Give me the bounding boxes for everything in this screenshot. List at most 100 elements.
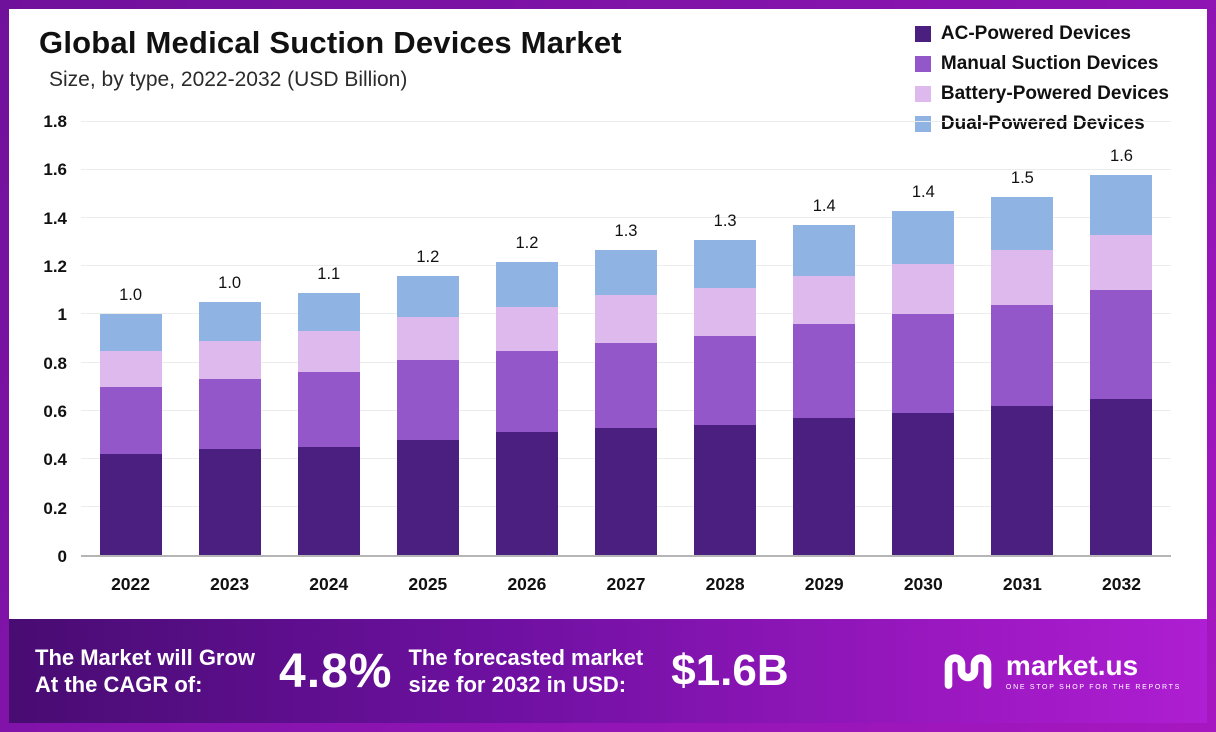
bar-stack-2031[interactable] bbox=[991, 196, 1054, 555]
marketus-logo-text-wrap: market.us ONE STOP SHOP FOR THE REPORTS bbox=[1005, 649, 1181, 691]
bar-segment-battery-powered-devices[interactable] bbox=[694, 287, 757, 337]
chart-card: Global Medical Suction Devices Market Si… bbox=[9, 9, 1207, 723]
bar-segment-ac-powered-devices[interactable] bbox=[991, 405, 1054, 555]
bar-segment-manual-suction-devices[interactable] bbox=[991, 304, 1054, 406]
bar-segment-ac-powered-devices[interactable] bbox=[1090, 398, 1153, 555]
bar-segment-manual-suction-devices[interactable] bbox=[694, 336, 757, 426]
bar-segment-manual-suction-devices[interactable] bbox=[793, 324, 856, 418]
bar-stack-2028[interactable] bbox=[694, 239, 757, 555]
bar-segment-battery-powered-devices[interactable] bbox=[1090, 235, 1153, 291]
bar-segment-dual-powered-devices[interactable] bbox=[793, 225, 856, 276]
bar-segment-ac-powered-devices[interactable] bbox=[595, 427, 658, 555]
x-axis: 2022 2023 2024 2025 2026 2027 2028 2029 2030 2031… bbox=[81, 557, 1171, 611]
bar-segment-dual-powered-devices[interactable] bbox=[892, 211, 955, 264]
bar-stack-2023[interactable] bbox=[198, 302, 261, 555]
bar-segment-manual-suction-devices[interactable] bbox=[1090, 290, 1153, 399]
bar-stack-2027[interactable] bbox=[595, 249, 658, 555]
plot-area: 1.0 1.0 1.1 1.2 1.2 1.3 1.3 1.4 1.4 1.5 1.6 bbox=[81, 121, 1171, 557]
cagr-caption-line1: The Market will Grow bbox=[35, 644, 256, 670]
bar-segment-manual-suction-devices[interactable] bbox=[396, 360, 459, 440]
chart-header: Global Medical Suction Devices Market Si… bbox=[9, 9, 1207, 134]
bar-segment-dual-powered-devices[interactable] bbox=[694, 239, 757, 288]
bar-segment-battery-powered-devices[interactable] bbox=[892, 263, 955, 315]
forecast-value: $1.6B bbox=[671, 646, 789, 695]
marketus-logo-name: market.us bbox=[1005, 649, 1139, 681]
bar-segment-battery-powered-devices[interactable] bbox=[793, 275, 856, 325]
bar-segment-ac-powered-devices[interactable] bbox=[99, 453, 162, 555]
bar-segment-ac-powered-devices[interactable] bbox=[892, 413, 955, 555]
cagr-value: 4.8% bbox=[279, 644, 393, 698]
bar-segment-battery-powered-devices[interactable] bbox=[495, 307, 558, 351]
bar-total-label: 1.0 bbox=[218, 274, 242, 293]
legend-swatch-icon bbox=[914, 86, 931, 102]
bar-segment-dual-powered-devices[interactable] bbox=[495, 261, 558, 308]
bar-total-label: 1.2 bbox=[515, 233, 539, 252]
forecast-caption: The forecasted market size for 2032 in U… bbox=[408, 644, 643, 699]
bar-stack-2024[interactable] bbox=[297, 292, 360, 555]
bar-segment-manual-suction-devices[interactable] bbox=[99, 386, 162, 454]
bar-stack-2030[interactable] bbox=[892, 211, 955, 555]
bar-total-label: 1.4 bbox=[911, 183, 935, 202]
bar-stack-2029[interactable] bbox=[793, 225, 856, 555]
bar-segment-ac-powered-devices[interactable] bbox=[297, 446, 360, 555]
bar-segment-dual-powered-devices[interactable] bbox=[595, 249, 658, 296]
bar-stack-2032[interactable] bbox=[1090, 174, 1153, 555]
legend-item-ac-powered-devices: AC-Powered Devices bbox=[914, 23, 1169, 45]
cagr-caption: The Market will Grow At the CAGR of: bbox=[35, 644, 255, 699]
y-axis-label: 0.2 bbox=[43, 498, 67, 518]
bar-segment-manual-suction-devices[interactable] bbox=[198, 379, 261, 450]
bar-segment-battery-powered-devices[interactable] bbox=[595, 295, 658, 344]
bar-group-2030: 1.4 bbox=[874, 122, 973, 555]
bar-segment-battery-powered-devices[interactable] bbox=[198, 340, 261, 380]
bar-segment-ac-powered-devices[interactable] bbox=[694, 425, 757, 555]
y-axis-label: 1 bbox=[57, 305, 67, 325]
legend: AC-Powered Devices Manual Suction Devices… bbox=[914, 23, 1169, 135]
gridline bbox=[81, 121, 1171, 122]
bar-stack-2026[interactable] bbox=[495, 261, 558, 555]
bar-segment-ac-powered-devices[interactable] bbox=[198, 449, 261, 555]
marketus-logo-icon bbox=[944, 654, 992, 689]
bar-segment-dual-powered-devices[interactable] bbox=[1090, 174, 1153, 236]
x-axis-label-2027: 2027 bbox=[606, 573, 646, 594]
bar-segment-dual-powered-devices[interactable] bbox=[99, 314, 162, 351]
bar-segment-manual-suction-devices[interactable] bbox=[297, 372, 360, 447]
bar-segment-battery-powered-devices[interactable] bbox=[396, 316, 459, 361]
bar-segment-battery-powered-devices[interactable] bbox=[297, 331, 360, 373]
legend-label: AC-Powered Devices bbox=[940, 23, 1131, 44]
legend-swatch-icon bbox=[914, 26, 931, 42]
bar-segment-dual-powered-devices[interactable] bbox=[396, 275, 459, 317]
bar-group-2023: 1.0 bbox=[180, 122, 279, 555]
bar-segment-manual-suction-devices[interactable] bbox=[495, 350, 558, 433]
bar-segment-battery-powered-devices[interactable] bbox=[991, 249, 1054, 305]
chart-body: 1.8 1.6 1.4 1.2 1 0.8 0.6 0.4 0.2 0 1.0 1.0 1.1 1.2 1… bbox=[9, 92, 1207, 619]
x-axis-label-2024: 2024 bbox=[309, 573, 349, 594]
forecast-caption-line2: size for 2032 in USD: bbox=[408, 672, 627, 697]
bar-group-2025: 1.2 bbox=[378, 122, 477, 555]
bar-total-label: 1.4 bbox=[812, 197, 836, 216]
y-axis-label: 0.8 bbox=[43, 353, 67, 373]
bar-group-2028: 1.3 bbox=[676, 122, 775, 555]
cagr-caption-line2: At the CAGR of: bbox=[35, 672, 203, 697]
bar-segment-dual-powered-devices[interactable] bbox=[297, 292, 360, 332]
bar-segment-dual-powered-devices[interactable] bbox=[198, 302, 261, 341]
y-axis-label: 0.4 bbox=[43, 450, 67, 470]
bar-segment-manual-suction-devices[interactable] bbox=[595, 343, 658, 428]
x-axis-label-2030: 2030 bbox=[903, 573, 943, 594]
bar-total-label: 1.5 bbox=[1010, 168, 1034, 187]
bar-segment-ac-powered-devices[interactable] bbox=[495, 432, 558, 555]
bar-group-2031: 1.5 bbox=[973, 122, 1072, 555]
bar-stack-2025[interactable] bbox=[396, 275, 459, 555]
bar-segment-dual-powered-devices[interactable] bbox=[991, 196, 1054, 250]
page-subtitle: Size, by type, 2022-2032 (USD Billion) bbox=[49, 68, 408, 91]
footer-banner: The Market will Grow At the CAGR of: 4.8… bbox=[9, 619, 1207, 723]
bar-segment-manual-suction-devices[interactable] bbox=[892, 314, 955, 414]
bar-segment-ac-powered-devices[interactable] bbox=[396, 439, 459, 555]
gridline bbox=[81, 169, 1171, 171]
bar-segment-battery-powered-devices[interactable] bbox=[99, 350, 162, 387]
bar-stack-2022[interactable] bbox=[99, 314, 162, 555]
page-title: Global Medical Suction Devices Market bbox=[39, 25, 622, 60]
bar-segment-ac-powered-devices[interactable] bbox=[793, 417, 856, 555]
x-axis-label-2032: 2032 bbox=[1102, 573, 1141, 594]
x-axis-label-2022: 2022 bbox=[111, 573, 151, 594]
